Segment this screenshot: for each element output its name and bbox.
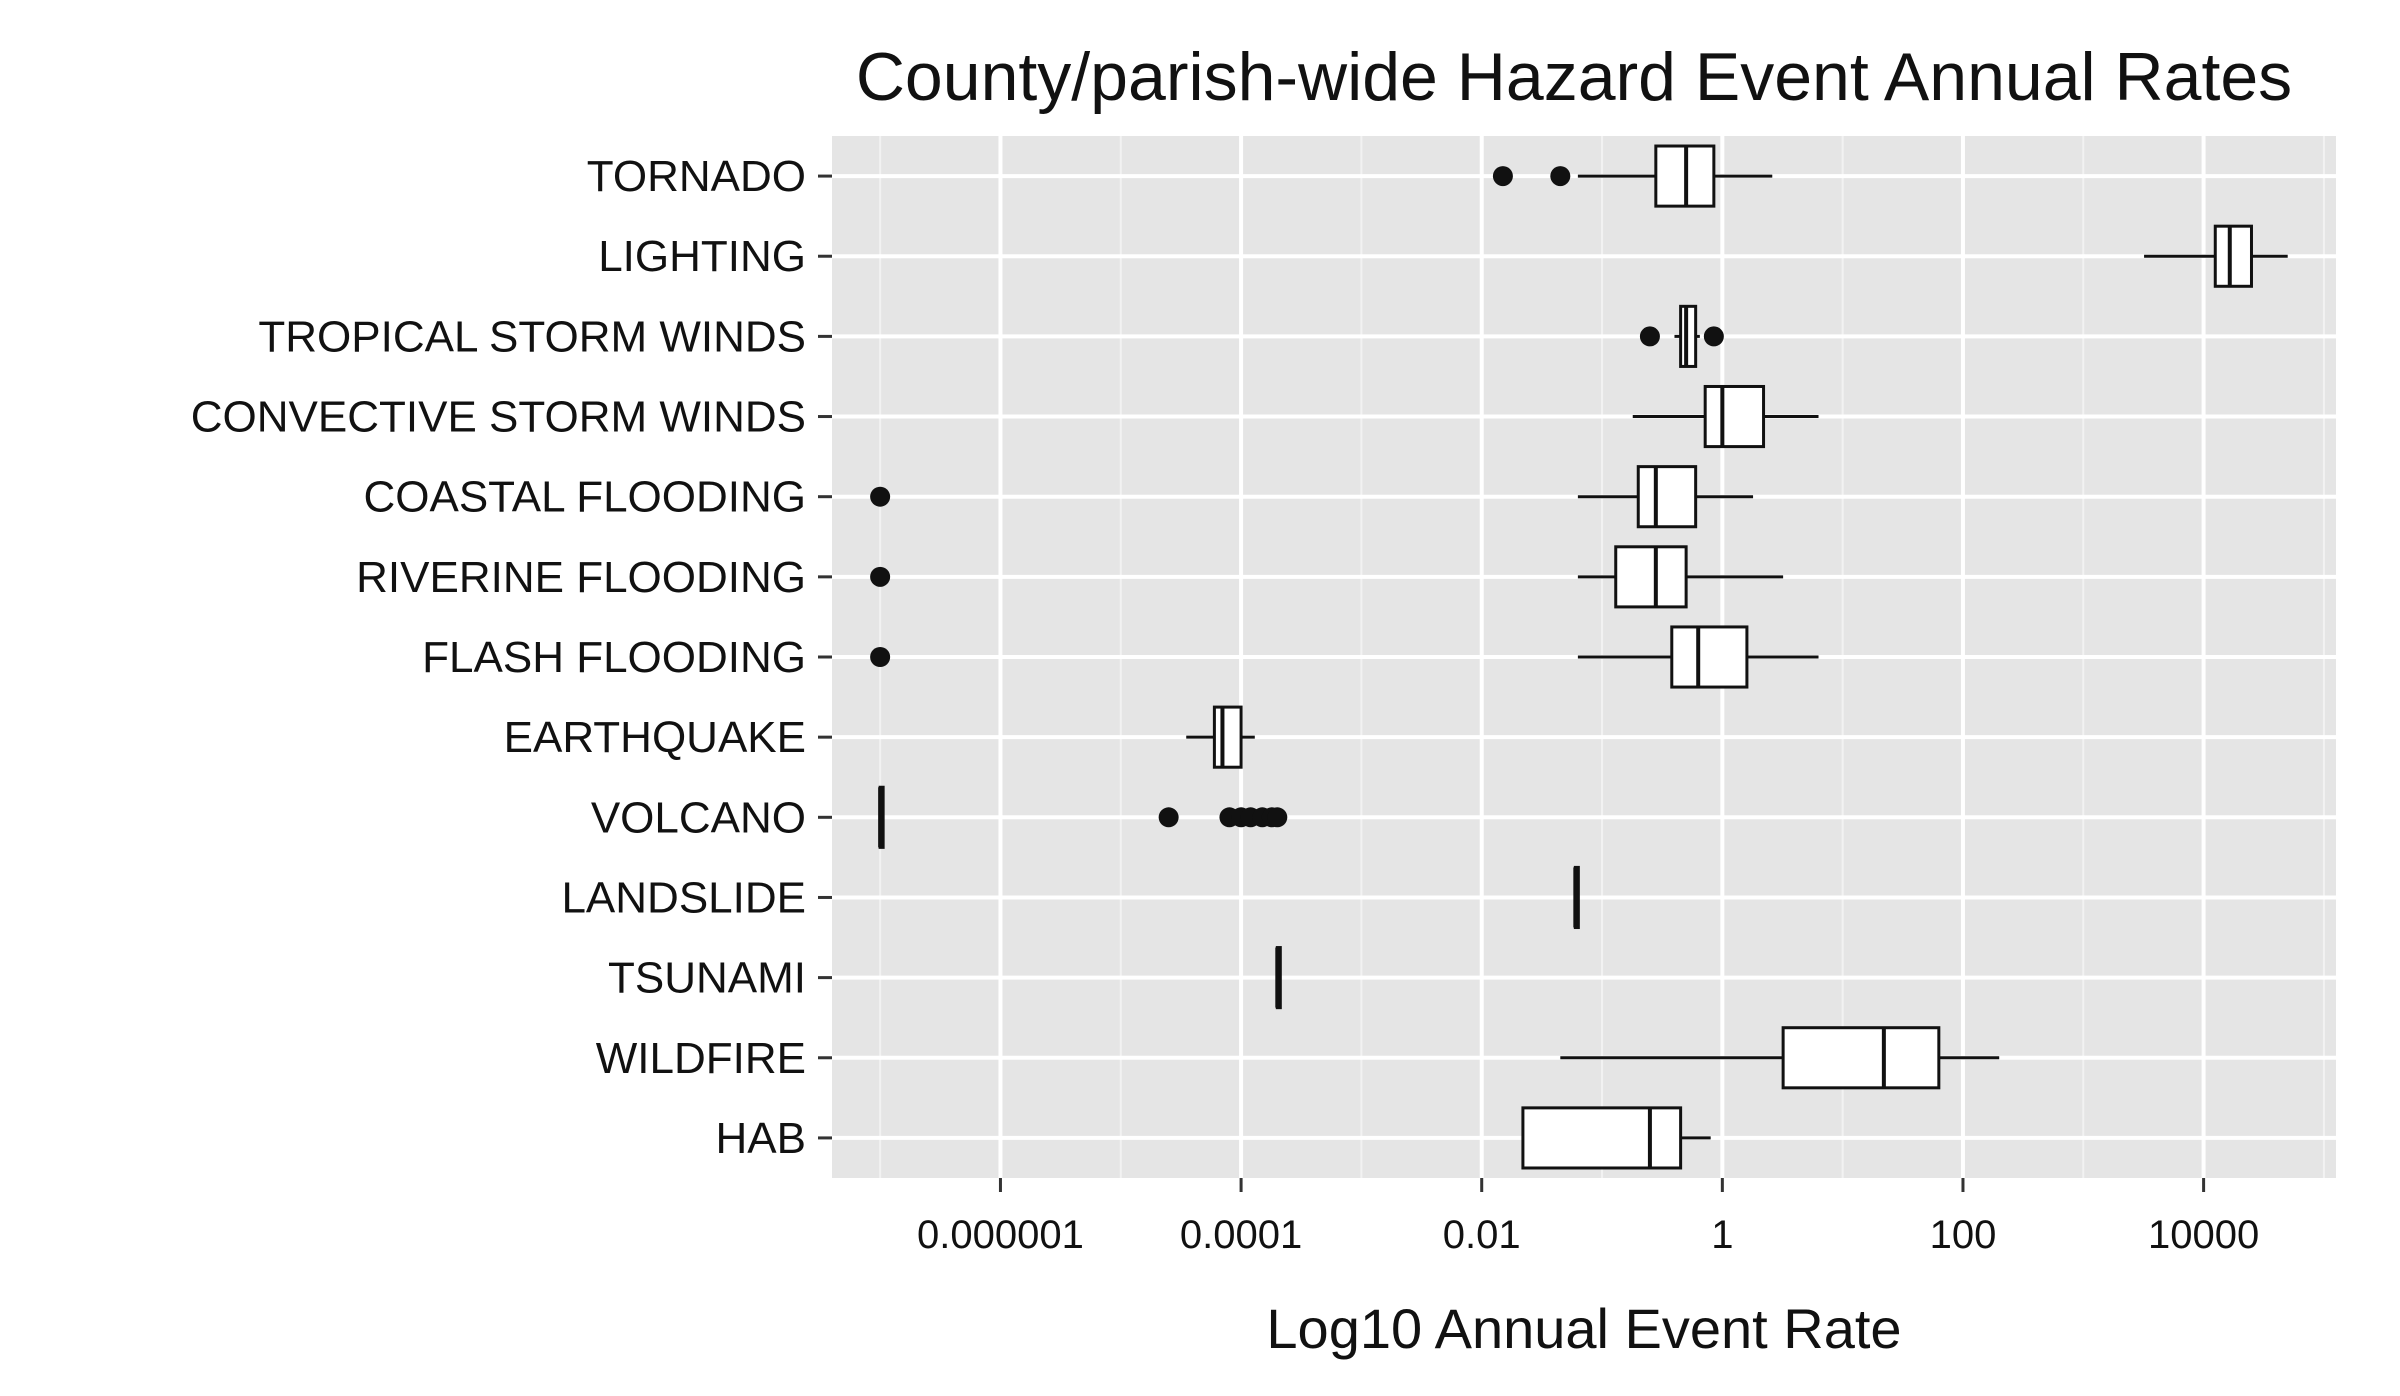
y-tick-label-volcano: VOLCANO	[591, 793, 806, 842]
y-axis-ticks: TORNADO LIGHTING TROPICAL STORM WINDS CONVE…	[191, 152, 832, 1163]
box-tornado	[1492, 144, 1773, 208]
box-tsunami	[1275, 946, 1282, 1010]
box-earthquake	[1186, 705, 1255, 769]
y-tick-label-tornado: TORNADO	[587, 152, 806, 201]
box-wildfire	[1560, 1026, 2000, 1090]
outlier-point	[1550, 166, 1571, 187]
y-tick-label-earthquake: EARTHQUAKE	[504, 713, 806, 762]
outlier-point	[870, 566, 891, 587]
x-tick-label: 100	[1930, 1213, 1997, 1257]
outlier-point	[1267, 807, 1288, 828]
y-tick-label-wildfire: WILDFIRE	[596, 1034, 806, 1083]
y-tick-label-tsunami: TSUNAMI	[608, 954, 806, 1003]
box-hab	[1521, 1106, 1711, 1170]
x-tick-label: 0.0001	[1180, 1213, 1302, 1257]
outlier-point	[1639, 326, 1660, 347]
iqr-box	[1781, 1026, 1941, 1090]
outlier-point	[1703, 326, 1724, 347]
y-tick-label-lighting: LIGHTING	[598, 232, 806, 281]
box-plots	[870, 144, 2288, 1170]
iqr-box	[2213, 224, 2253, 288]
box-riverine-flooding	[870, 545, 1784, 609]
box-volcano	[878, 785, 1288, 849]
y-tick-label-landslide: LANDSLIDE	[561, 873, 806, 922]
iqr-box	[1670, 625, 1749, 689]
box-landslide	[1573, 865, 1580, 930]
y-tick-label-hab: HAB	[716, 1114, 806, 1163]
y-tick-label-flash-flooding: FLASH FLOODING	[422, 633, 806, 682]
x-tick-label: 1	[1711, 1213, 1733, 1257]
chart-title: County/parish-wide Hazard Event Annual R…	[856, 39, 2292, 115]
box-coastal-flooding	[870, 465, 1754, 529]
box-flash-flooding	[870, 625, 1819, 689]
x-axis-ticks: 0.000001 0.0001 0.01 1 100 10000	[917, 1178, 2259, 1257]
x-tick-label: 0.000001	[917, 1213, 1084, 1257]
iqr-box	[1679, 304, 1698, 368]
y-tick-label-convective-storm-winds: CONVECTIVE STORM WINDS	[191, 393, 806, 442]
y-tick-label-tropical-storm-winds: TROPICAL STORM WINDS	[258, 312, 806, 361]
y-tick-label-riverine-flooding: RIVERINE FLOODING	[356, 553, 806, 602]
box-tropical-storm-winds	[1639, 304, 1724, 368]
box-convective-storm-winds	[1632, 384, 1819, 449]
box-lighting	[2144, 224, 2288, 288]
outlier-point	[1492, 166, 1513, 187]
x-tick-label: 10000	[2148, 1213, 2259, 1257]
iqr-box	[1703, 384, 1766, 449]
iqr-box	[1614, 545, 1688, 609]
x-tick-label: 0.01	[1443, 1213, 1521, 1257]
iqr-box	[1521, 1106, 1683, 1170]
outlier-point	[1158, 807, 1179, 828]
outlier-point	[870, 486, 891, 507]
outlier-point	[870, 647, 891, 667]
x-axis-label: Log10 Annual Event Rate	[1266, 1297, 1901, 1360]
iqr-box	[1636, 465, 1698, 529]
iqr-box	[1212, 705, 1243, 769]
y-tick-label-coastal-flooding: COASTAL FLOODING	[363, 473, 806, 522]
